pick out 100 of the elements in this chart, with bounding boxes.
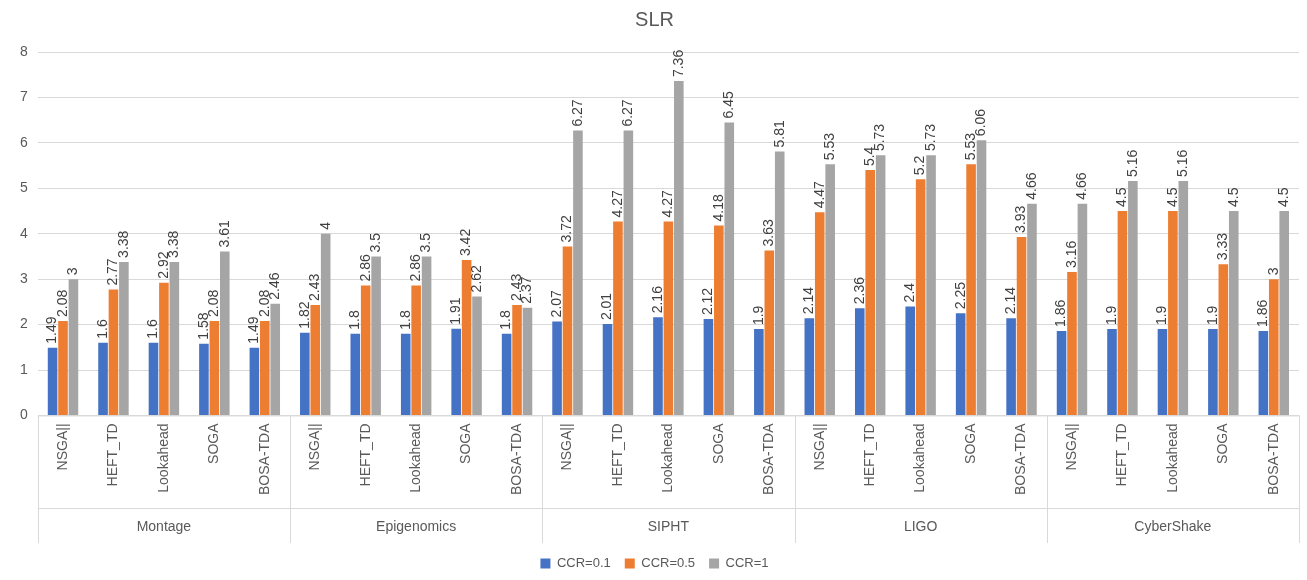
x-tick-label: HEFT_TD <box>861 423 878 487</box>
bar <box>320 233 331 415</box>
data-label: 4.5 <box>1224 187 1241 207</box>
bar <box>724 122 735 415</box>
data-label: 3.16 <box>1062 240 1079 268</box>
data-label: 2.14 <box>800 286 817 315</box>
bar <box>1268 279 1279 415</box>
bar <box>310 305 321 415</box>
bar <box>148 342 159 415</box>
bar <box>653 317 663 415</box>
x-tick-label: SOGA <box>457 422 474 464</box>
legend-label: CCR=1 <box>725 555 769 571</box>
data-label: 5.16 <box>1174 149 1191 178</box>
bar <box>400 333 411 415</box>
x-tick-label: Lookahead <box>659 423 676 493</box>
bar <box>119 261 129 415</box>
data-label: 1.49 <box>245 316 262 344</box>
data-label: 2.43 <box>306 273 323 302</box>
bar <box>472 296 482 415</box>
bar <box>169 261 180 415</box>
bar <box>976 140 987 415</box>
data-label: 2.14 <box>1001 286 1018 315</box>
x-tick-label: BOSA-TDA <box>255 422 272 496</box>
bar <box>1208 329 1218 415</box>
bar <box>663 221 674 415</box>
data-label: 3 <box>1264 267 1281 276</box>
x-tick-label: Lookahead <box>154 423 171 493</box>
data-label: 2.16 <box>648 285 665 314</box>
data-label: 4.66 <box>1073 172 1090 200</box>
y-tick-label: 2 <box>19 315 28 332</box>
y-tick-label: 1 <box>19 360 28 377</box>
x-tick-label: NSGA|| <box>53 423 70 471</box>
bar <box>703 319 714 415</box>
data-label: 3.33 <box>1214 232 1231 261</box>
bar <box>573 130 583 415</box>
data-label: 4.27 <box>659 189 676 218</box>
legend-label: CCR=0.1 <box>556 555 611 571</box>
x-tick-label: Lookahead <box>407 423 424 493</box>
data-label: 1.82 <box>295 301 312 329</box>
bar <box>1258 330 1269 415</box>
legend-label: CCR=0.5 <box>641 555 696 571</box>
data-label: 3.93 <box>1012 205 1029 233</box>
bar <box>552 321 562 415</box>
data-label: 6.27 <box>568 99 585 127</box>
bar <box>1027 203 1037 415</box>
bar <box>562 246 573 415</box>
x-tick-label: SOGA <box>709 422 726 464</box>
data-label: 3 <box>64 267 81 276</box>
data-label: 2.07 <box>547 289 564 318</box>
bar <box>1157 329 1168 415</box>
x-tick-label: SOGA <box>961 422 978 464</box>
bar <box>623 130 634 415</box>
data-label: 1.9 <box>1153 305 1170 326</box>
bar <box>1067 271 1077 415</box>
text: Epigenomics <box>376 517 457 534</box>
bar <box>926 155 936 415</box>
x-tick-label: NSGA|| <box>558 423 575 471</box>
bar <box>1279 211 1289 415</box>
bar <box>108 289 119 415</box>
bar <box>602 324 613 415</box>
chart-title: SLR <box>635 7 674 30</box>
bar <box>98 342 108 415</box>
data-label: 2.08 <box>53 289 70 317</box>
data-label: 4.66 <box>1022 172 1039 200</box>
bar <box>875 155 886 415</box>
y-tick-label: 5 <box>19 179 28 196</box>
bar <box>1056 330 1067 415</box>
bar <box>68 279 79 415</box>
data-label: 3.5 <box>366 232 383 253</box>
x-tick-label: HEFT_TD <box>608 423 625 487</box>
bar <box>512 305 522 415</box>
data-label: 3.63 <box>760 219 777 247</box>
x-tick-label: BOSA-TDA <box>507 422 524 496</box>
x-tick-label: HEFT_TD <box>104 423 121 487</box>
data-label: 1.86 <box>1254 299 1271 327</box>
bar <box>854 308 865 415</box>
x-tick-label: HEFT_TD <box>1113 423 1130 487</box>
data-label: 7.36 <box>669 49 686 78</box>
bar <box>764 250 775 415</box>
x-tick-label: BOSA-TDA <box>760 422 777 496</box>
data-label: 3.72 <box>558 214 575 243</box>
bar <box>814 212 825 415</box>
data-label: 5.2 <box>911 155 928 176</box>
bar <box>270 303 281 415</box>
data-label: 5.16 <box>1123 149 1140 178</box>
bar <box>1077 203 1088 415</box>
bar <box>199 343 209 415</box>
data-label: 2.4 <box>901 282 918 303</box>
data-label: 1.86 <box>1052 299 1069 327</box>
data-label: 4.27 <box>608 189 625 218</box>
bar <box>421 256 432 415</box>
bar <box>219 251 230 415</box>
y-tick-label: 8 <box>19 42 28 59</box>
bar <box>674 81 684 415</box>
bar <box>360 285 371 415</box>
bar <box>47 347 58 415</box>
bar <box>1107 329 1117 415</box>
bar <box>300 332 310 415</box>
bar <box>159 282 169 415</box>
bar <box>58 320 68 415</box>
